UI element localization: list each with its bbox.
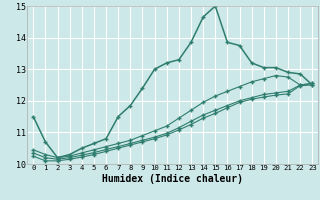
X-axis label: Humidex (Indice chaleur): Humidex (Indice chaleur): [102, 174, 243, 184]
